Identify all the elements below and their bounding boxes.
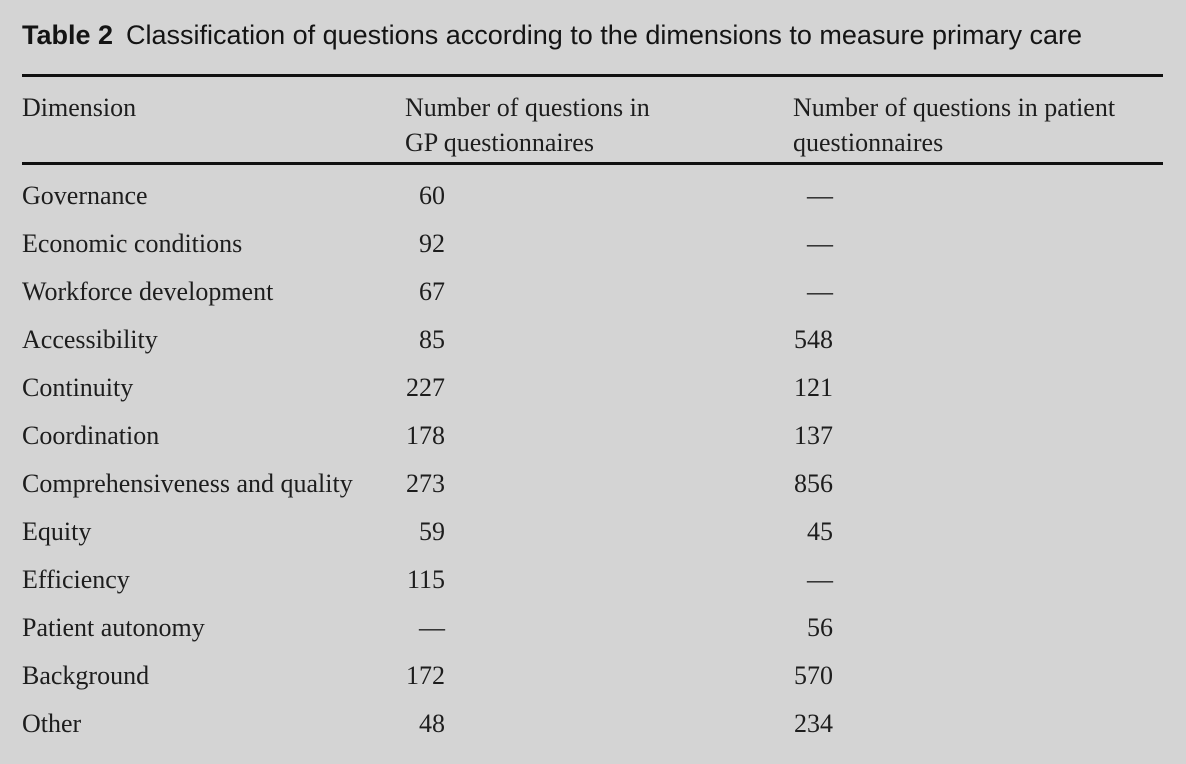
patient-count-cell: — <box>807 229 833 258</box>
dimension-cell: Economic conditions <box>22 229 243 258</box>
table-row: Accessibility 85 548 <box>0 314 1186 362</box>
gp-count-cell: 60 <box>419 181 445 210</box>
gp-count-cell: 172 <box>406 661 445 690</box>
table-row: Background 172 570 <box>0 650 1186 698</box>
patient-count-cell: 856 <box>794 469 833 498</box>
table-caption: Classification of questions according to… <box>126 20 1083 50</box>
column-header-gp-questionnaires: Number of questions in GP questionnaires <box>405 90 650 160</box>
column-header-patient-line2: questionnaires <box>793 128 944 157</box>
table-body: Governance 60 — Economic conditions 92 —… <box>0 170 1186 746</box>
column-header-gp-line1: Number of questions in <box>405 93 650 122</box>
patient-count-cell: 45 <box>807 517 833 546</box>
patient-count-cell: 121 <box>794 373 833 402</box>
table-row: Workforce development 67 — <box>0 266 1186 314</box>
gp-count-cell: 273 <box>406 469 445 498</box>
table-row: Equity 59 45 <box>0 506 1186 554</box>
dimension-cell: Comprehensiveness and quality <box>22 469 353 498</box>
gp-count-cell: 227 <box>406 373 445 402</box>
gp-count-cell: — <box>419 613 445 642</box>
dimension-cell: Coordination <box>22 421 160 450</box>
patient-count-cell: 234 <box>794 709 833 738</box>
table-number-label: Table 2 <box>22 20 114 50</box>
gp-count-cell: 59 <box>419 517 445 546</box>
column-header-patient-questionnaires: Number of questions in patient questionn… <box>793 90 1115 160</box>
table-title: Table 2 Classification of questions accor… <box>22 20 1082 51</box>
gp-count-cell: 178 <box>406 421 445 450</box>
dimension-cell: Background <box>22 661 150 690</box>
column-header-patient-line1: Number of questions in patient <box>793 93 1116 122</box>
dimension-cell: Workforce development <box>22 277 274 306</box>
dimension-cell: Accessibility <box>22 325 158 354</box>
gp-count-cell: 115 <box>406 565 445 594</box>
dimension-cell: Continuity <box>22 373 134 402</box>
table-row: Comprehensiveness and quality 273 856 <box>0 458 1186 506</box>
table-row: Other 48 234 <box>0 698 1186 746</box>
patient-count-cell: 570 <box>794 661 833 690</box>
table-row: Coordination 178 137 <box>0 410 1186 458</box>
dimension-cell: Efficiency <box>22 565 130 594</box>
table-row: Patient autonomy — 56 <box>0 602 1186 650</box>
patient-count-cell: 56 <box>807 613 833 642</box>
patient-count-cell: — <box>807 565 833 594</box>
table-row: Efficiency 115 — <box>0 554 1186 602</box>
patient-count-cell: — <box>807 181 833 210</box>
gp-count-cell: 48 <box>419 709 445 738</box>
dimension-cell: Other <box>22 709 82 738</box>
dimension-cell: Patient autonomy <box>22 613 205 642</box>
gp-count-cell: 85 <box>419 325 445 354</box>
gp-count-cell: 67 <box>419 277 445 306</box>
patient-count-cell: 548 <box>794 325 833 354</box>
column-header-gp-line2: GP questionnaires <box>405 128 594 157</box>
patient-count-cell: 137 <box>794 421 833 450</box>
dimension-cell: Equity <box>22 517 92 546</box>
table-row: Governance 60 — <box>0 170 1186 218</box>
table-row: Economic conditions 92 — <box>0 218 1186 266</box>
column-header-dimension: Dimension <box>22 93 137 122</box>
patient-count-cell: — <box>807 277 833 306</box>
gp-count-cell: 92 <box>419 229 445 258</box>
header-rule <box>22 162 1163 165</box>
top-rule <box>22 74 1163 77</box>
table-row: Continuity 227 121 <box>0 362 1186 410</box>
dimension-cell: Governance <box>22 181 148 210</box>
